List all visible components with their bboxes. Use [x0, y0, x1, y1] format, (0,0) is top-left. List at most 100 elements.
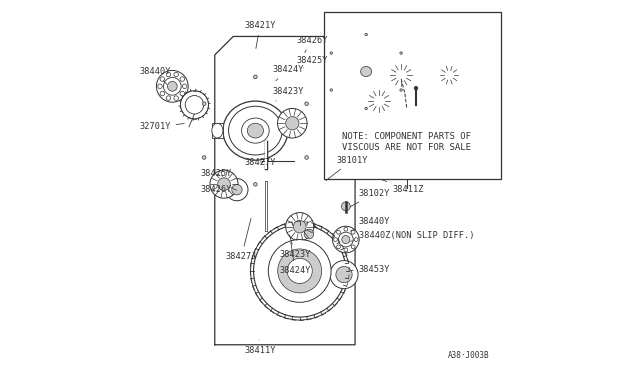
Circle shape [330, 260, 358, 289]
Circle shape [396, 70, 406, 80]
Circle shape [278, 249, 322, 293]
Circle shape [268, 240, 331, 302]
Circle shape [232, 185, 242, 195]
Ellipse shape [223, 101, 288, 160]
Circle shape [299, 224, 319, 244]
Circle shape [445, 71, 453, 79]
Circle shape [365, 107, 367, 110]
Circle shape [202, 102, 206, 106]
Text: 38101Y: 38101Y [326, 155, 368, 181]
Text: 38427J: 38427J [226, 218, 257, 261]
Circle shape [351, 230, 355, 234]
Text: 38411Y: 38411Y [244, 340, 276, 355]
Text: 38411Z: 38411Z [381, 180, 424, 194]
Circle shape [305, 102, 308, 106]
Circle shape [278, 109, 307, 138]
Text: 38102Y: 38102Y [350, 189, 390, 207]
Circle shape [166, 72, 171, 77]
Circle shape [365, 33, 367, 36]
Circle shape [182, 84, 187, 89]
Circle shape [156, 70, 188, 102]
Circle shape [390, 64, 412, 86]
Circle shape [400, 52, 403, 54]
Text: NOTE: COMPONENT PARTS OF
VISCOUS ARE NOT FOR SALE: NOTE: COMPONENT PARTS OF VISCOUS ARE NOT… [342, 132, 471, 152]
Circle shape [460, 64, 475, 79]
Circle shape [333, 238, 337, 241]
Ellipse shape [360, 67, 372, 77]
Circle shape [440, 66, 458, 84]
Text: 38425Y: 38425Y [296, 56, 328, 68]
Circle shape [414, 66, 433, 84]
Text: 38440Z(NON SLIP DIFF.): 38440Z(NON SLIP DIFF.) [351, 231, 474, 241]
Ellipse shape [212, 123, 223, 138]
Circle shape [293, 220, 306, 233]
Text: A38·J003B: A38·J003B [448, 350, 490, 359]
Circle shape [304, 229, 314, 239]
Circle shape [202, 156, 206, 159]
Circle shape [180, 92, 184, 96]
Circle shape [160, 77, 164, 81]
Circle shape [342, 235, 350, 244]
Circle shape [180, 91, 209, 119]
Ellipse shape [356, 63, 376, 80]
Circle shape [355, 238, 358, 241]
Circle shape [253, 225, 346, 317]
Circle shape [226, 179, 248, 201]
Text: 38453Y: 38453Y [351, 264, 390, 273]
Circle shape [218, 178, 230, 190]
Ellipse shape [344, 51, 388, 92]
Circle shape [344, 248, 348, 252]
Circle shape [166, 96, 171, 100]
Text: 38424Y: 38424Y [280, 242, 311, 275]
Circle shape [337, 230, 340, 234]
Circle shape [174, 96, 179, 100]
Circle shape [157, 84, 162, 89]
Circle shape [285, 212, 314, 241]
Text: 38425Y: 38425Y [200, 169, 232, 177]
Text: 32701Y: 32701Y [139, 122, 184, 131]
Circle shape [400, 89, 403, 91]
Bar [212, 123, 223, 138]
Circle shape [464, 68, 472, 75]
Circle shape [341, 202, 350, 211]
Circle shape [414, 86, 418, 90]
Text: 38440Y: 38440Y [139, 67, 171, 84]
Circle shape [253, 183, 257, 186]
Circle shape [336, 266, 352, 283]
Ellipse shape [228, 106, 282, 155]
Circle shape [383, 96, 401, 114]
Circle shape [419, 71, 428, 80]
Circle shape [163, 77, 181, 95]
Bar [324, 13, 501, 179]
Circle shape [168, 81, 177, 91]
Circle shape [333, 226, 359, 253]
Bar [333, 67, 344, 77]
Circle shape [330, 52, 332, 54]
Circle shape [339, 232, 353, 247]
Circle shape [351, 245, 355, 249]
Circle shape [330, 89, 332, 91]
Ellipse shape [348, 55, 385, 88]
Circle shape [374, 96, 384, 106]
Circle shape [344, 227, 348, 231]
Text: 38423Y: 38423Y [272, 87, 303, 101]
Text: 38426Y: 38426Y [296, 36, 328, 52]
Circle shape [368, 90, 390, 112]
Circle shape [174, 72, 179, 77]
Circle shape [388, 100, 396, 109]
Circle shape [210, 170, 238, 198]
Text: 38421Y: 38421Y [244, 21, 276, 48]
Ellipse shape [241, 118, 269, 143]
Text: 38426Y: 38426Y [200, 185, 232, 194]
Text: 38440Y: 38440Y [350, 217, 390, 231]
Circle shape [180, 77, 184, 81]
Circle shape [337, 245, 340, 249]
Circle shape [251, 222, 349, 320]
Text: 38427Y: 38427Y [244, 157, 276, 167]
Circle shape [185, 96, 204, 114]
Circle shape [305, 156, 308, 159]
Text: 38424Y: 38424Y [272, 65, 303, 81]
Circle shape [287, 259, 312, 283]
Circle shape [160, 92, 164, 96]
Circle shape [253, 75, 257, 78]
